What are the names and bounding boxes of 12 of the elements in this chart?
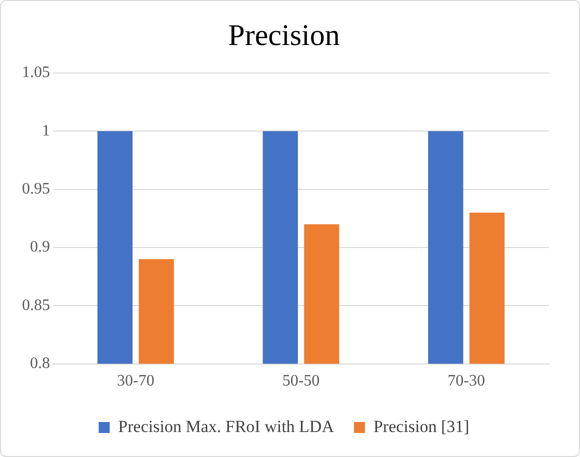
x-tick-label: 70-30 [448, 372, 485, 390]
x-tick-label: 50-50 [282, 372, 320, 390]
legend-label: Precision [31] [373, 416, 470, 436]
y-tick-label: 0.95 [22, 180, 50, 198]
y-tick-label: 0.85 [22, 296, 50, 314]
y-tick-label: 0.8 [30, 355, 50, 372]
y-tick-label: 0.9 [30, 238, 50, 256]
x-tick-label: 30-70 [117, 372, 154, 390]
y-tick-label: 1.05 [22, 64, 50, 82]
y-tick-label: 1 [42, 122, 50, 140]
legend-label: Precision Max. FRoI with LDA [118, 416, 335, 436]
chart-title: Precision [228, 18, 340, 52]
